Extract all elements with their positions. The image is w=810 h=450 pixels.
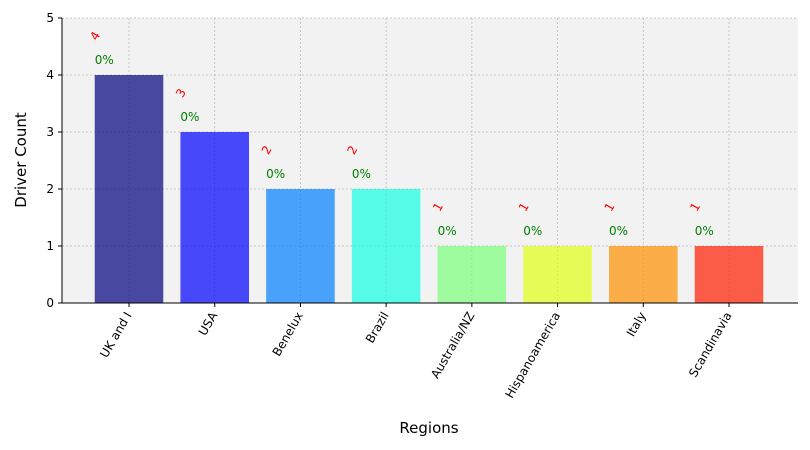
bar-percent-label: 0%	[695, 224, 714, 238]
bar-percent-label: 0%	[609, 224, 628, 238]
bar	[266, 189, 335, 303]
x-tick-label: Benelux	[270, 310, 306, 359]
bars	[94, 75, 764, 303]
y-tick-label: 0	[46, 296, 54, 310]
bar	[351, 189, 421, 303]
x-tick-label: USA	[196, 309, 221, 338]
x-axis-title: Regions	[399, 419, 458, 437]
bar-percent-label: 0%	[438, 224, 457, 238]
bar	[523, 246, 592, 303]
x-tick-label: Scandinavia	[686, 310, 735, 380]
y-tick-label: 3	[46, 125, 54, 139]
bar	[694, 246, 764, 303]
bar-percent-label: 0%	[180, 110, 199, 124]
plot-area	[62, 18, 798, 303]
bar	[180, 132, 249, 303]
bar-percent-label: 0%	[352, 167, 371, 181]
bar	[609, 246, 678, 303]
x-axis-ticks: UK and I USA Benelux Brazil Australia/NZ Hisp…	[97, 303, 735, 401]
y-axis-title: Driver Count	[12, 112, 30, 208]
x-tick-label: Brazil	[363, 310, 392, 346]
y-tick-label: 2	[46, 182, 54, 196]
bar-percent-label: 0%	[523, 224, 542, 238]
y-axis-ticks: 0 1 2 3 4 5	[46, 11, 62, 310]
y-tick-label: 1	[46, 239, 54, 253]
x-tick-label: Italy	[624, 310, 649, 340]
x-tick-label: Australia/NZ	[428, 310, 477, 381]
x-tick-label: Hispanoamerica	[502, 310, 563, 401]
bar-percent-label: 0%	[266, 167, 285, 181]
y-tick-label: 5	[46, 11, 54, 25]
bar-percent-label: 0%	[95, 53, 114, 67]
y-tick-label: 4	[46, 68, 54, 82]
bar	[437, 246, 507, 303]
bar	[94, 75, 164, 303]
x-tick-label: UK and I	[97, 310, 134, 361]
